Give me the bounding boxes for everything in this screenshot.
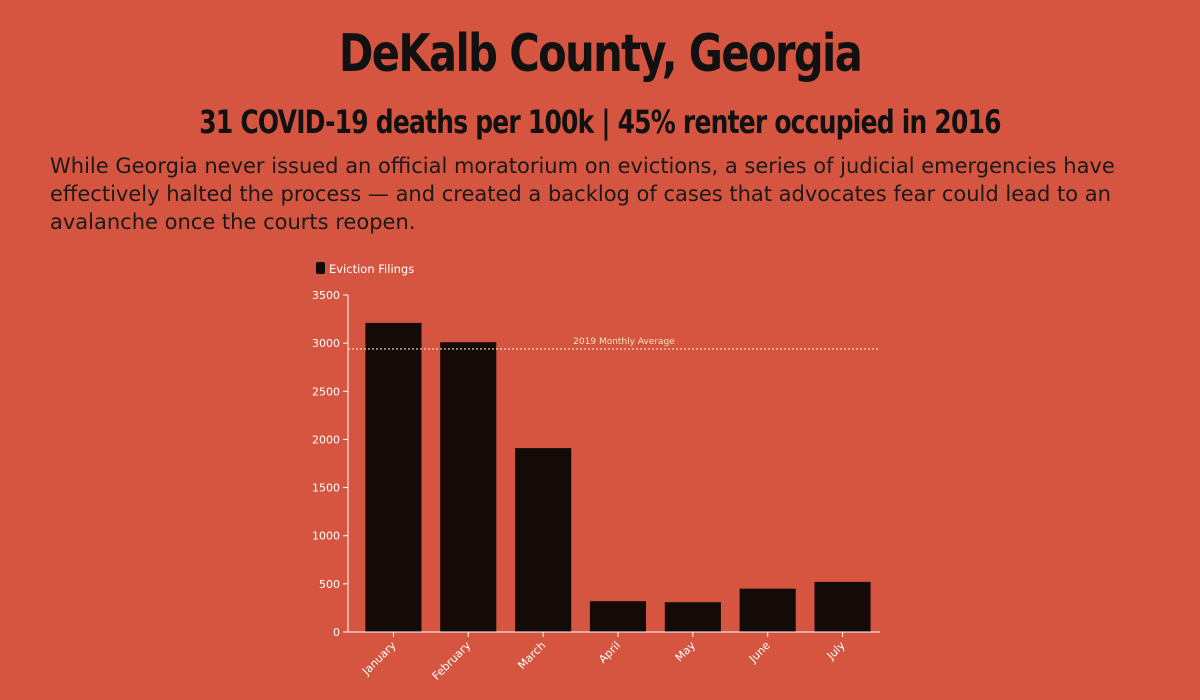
y-tick-label-3500: 3500 (312, 289, 340, 302)
x-tick-label-january: January (359, 639, 399, 679)
chart-title: DeKalb County, Georgia (338, 24, 863, 84)
intro-paragraph: While Georgia never issued an official m… (50, 154, 1115, 234)
bar-march (515, 448, 572, 632)
x-tick-label-february: February (430, 639, 474, 683)
y-tick-label-1500: 1500 (312, 482, 340, 495)
bars-layer (365, 322, 871, 632)
bar-january (365, 322, 422, 632)
chart-subtitle: 31 COVID-19 deaths per 100k | 45% renter… (199, 103, 1001, 141)
bar-june (739, 588, 796, 632)
x-axis: January February March April May June July (348, 631, 880, 683)
reference-line-label: 2019 Monthly Average (573, 337, 675, 347)
x-tick-label-march: March (515, 639, 548, 672)
bar-april (589, 601, 646, 632)
legend-swatch (316, 262, 325, 274)
y-tick-label-1000: 1000 (312, 530, 340, 543)
x-tick-label-may: May (673, 639, 699, 665)
y-axis: 0 500 1000 1500 2000 2500 3000 3500 (312, 289, 349, 639)
bar-may (664, 602, 721, 632)
y-tick-label-0: 0 (333, 626, 340, 639)
x-tick-label-july: July (824, 639, 848, 663)
x-tick-label-june: June (746, 639, 773, 666)
eviction-bar-chart: Eviction Filings 2019 Monthly Average 0 5… (312, 262, 880, 683)
legend: Eviction Filings (316, 262, 414, 276)
bar-july (814, 581, 871, 632)
y-tick-label-3000: 3000 (312, 337, 340, 350)
x-tick-label-april: April (596, 639, 623, 666)
legend-label: Eviction Filings (329, 262, 414, 276)
y-tick-label-2000: 2000 (312, 433, 340, 446)
y-tick-label-500: 500 (319, 578, 340, 591)
y-tick-label-2500: 2500 (312, 385, 340, 398)
bar-february (440, 342, 497, 632)
reference-line-group: 2019 Monthly Average (348, 337, 880, 350)
